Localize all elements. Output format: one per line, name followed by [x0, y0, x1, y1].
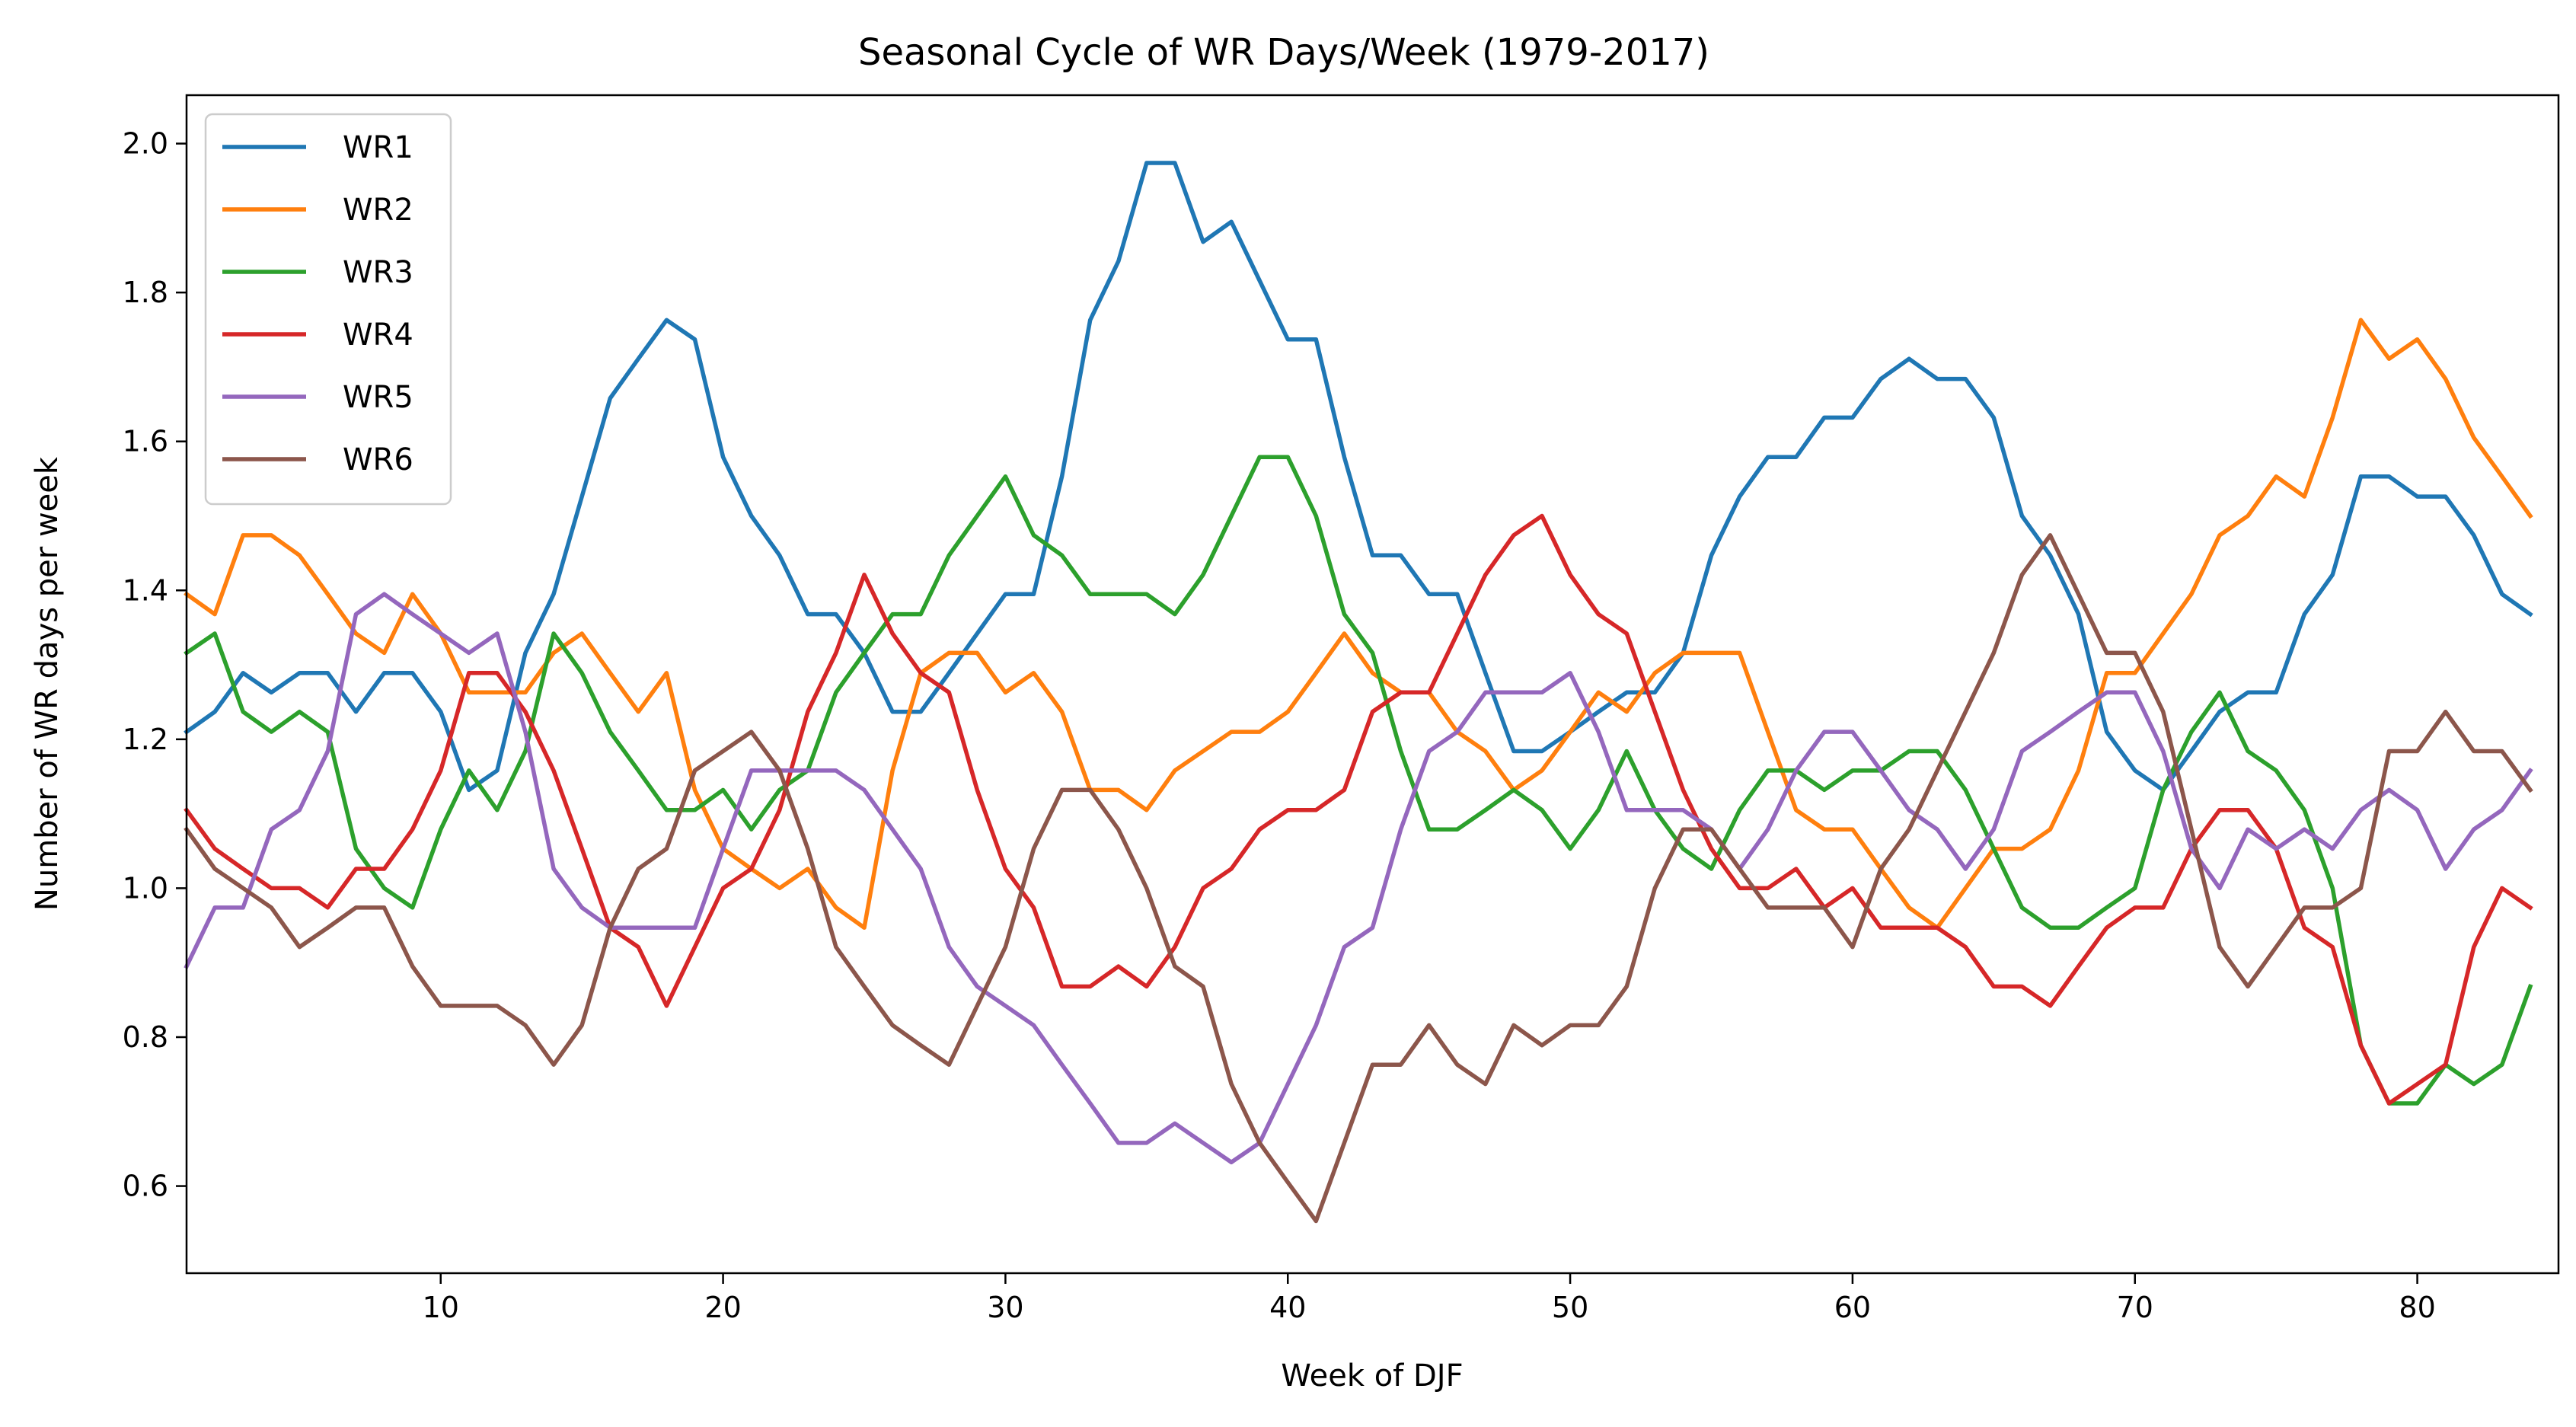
y-tick-label: 1.6 [123, 425, 168, 458]
y-tick-label: 0.6 [123, 1170, 168, 1203]
x-tick-label: 20 [704, 1291, 741, 1324]
series-line-wr3 [184, 455, 2533, 1106]
x-tick-label: 80 [2399, 1291, 2435, 1324]
legend-label-wr5: WR5 [343, 380, 413, 415]
y-tick-label: 1.0 [123, 871, 168, 905]
y-tick-label: 0.8 [123, 1020, 168, 1054]
legend-box [204, 113, 452, 506]
y-tick-label: 1.4 [123, 573, 168, 607]
x-tick-label: 70 [2117, 1291, 2153, 1324]
data-lines [184, 161, 2533, 1224]
legend-label-wr2: WR2 [343, 193, 413, 228]
series-line-wr5 [184, 592, 2533, 1165]
y-tick-label: 1.8 [123, 276, 168, 309]
plot-frame [185, 94, 2560, 1275]
x-tick-label: 40 [1269, 1291, 1306, 1324]
series-line-wr4 [184, 513, 2533, 1106]
x-tick-label: 10 [423, 1291, 459, 1324]
y-axis-ticks: 0.6 0.8 1.0 1.2 1.4 1.6 1.8 2.0 [123, 127, 187, 1203]
series-line-wr1 [184, 161, 2533, 793]
y-tick-label: 1.2 [123, 723, 168, 756]
x-tick-label: 30 [987, 1291, 1023, 1324]
legend-items: WR1 WR2 WR3 WR4 WR5 WR6 [222, 130, 413, 477]
chart-title: Seasonal Cycle of WR Days/Week (1979-201… [858, 31, 1709, 74]
y-axis-label: Number of WR days per week [30, 456, 65, 911]
series-line-wr6 [184, 533, 2533, 1224]
y-tick-label: 2.0 [123, 127, 168, 161]
x-tick-label: 60 [1834, 1291, 1871, 1324]
legend-label-wr6: WR6 [343, 442, 413, 477]
x-tick-label: 50 [1552, 1291, 1588, 1324]
legend-label-wr1: WR1 [343, 130, 413, 165]
legend: WR1 WR2 WR3 WR4 WR5 WR6 [204, 113, 452, 506]
x-axis-ticks: 10 20 30 40 50 60 70 80 [423, 1273, 2436, 1324]
legend-label-wr3: WR3 [343, 255, 413, 290]
legend-label-wr4: WR4 [343, 318, 413, 353]
x-axis-label: Week of DJF [1281, 1358, 1463, 1393]
